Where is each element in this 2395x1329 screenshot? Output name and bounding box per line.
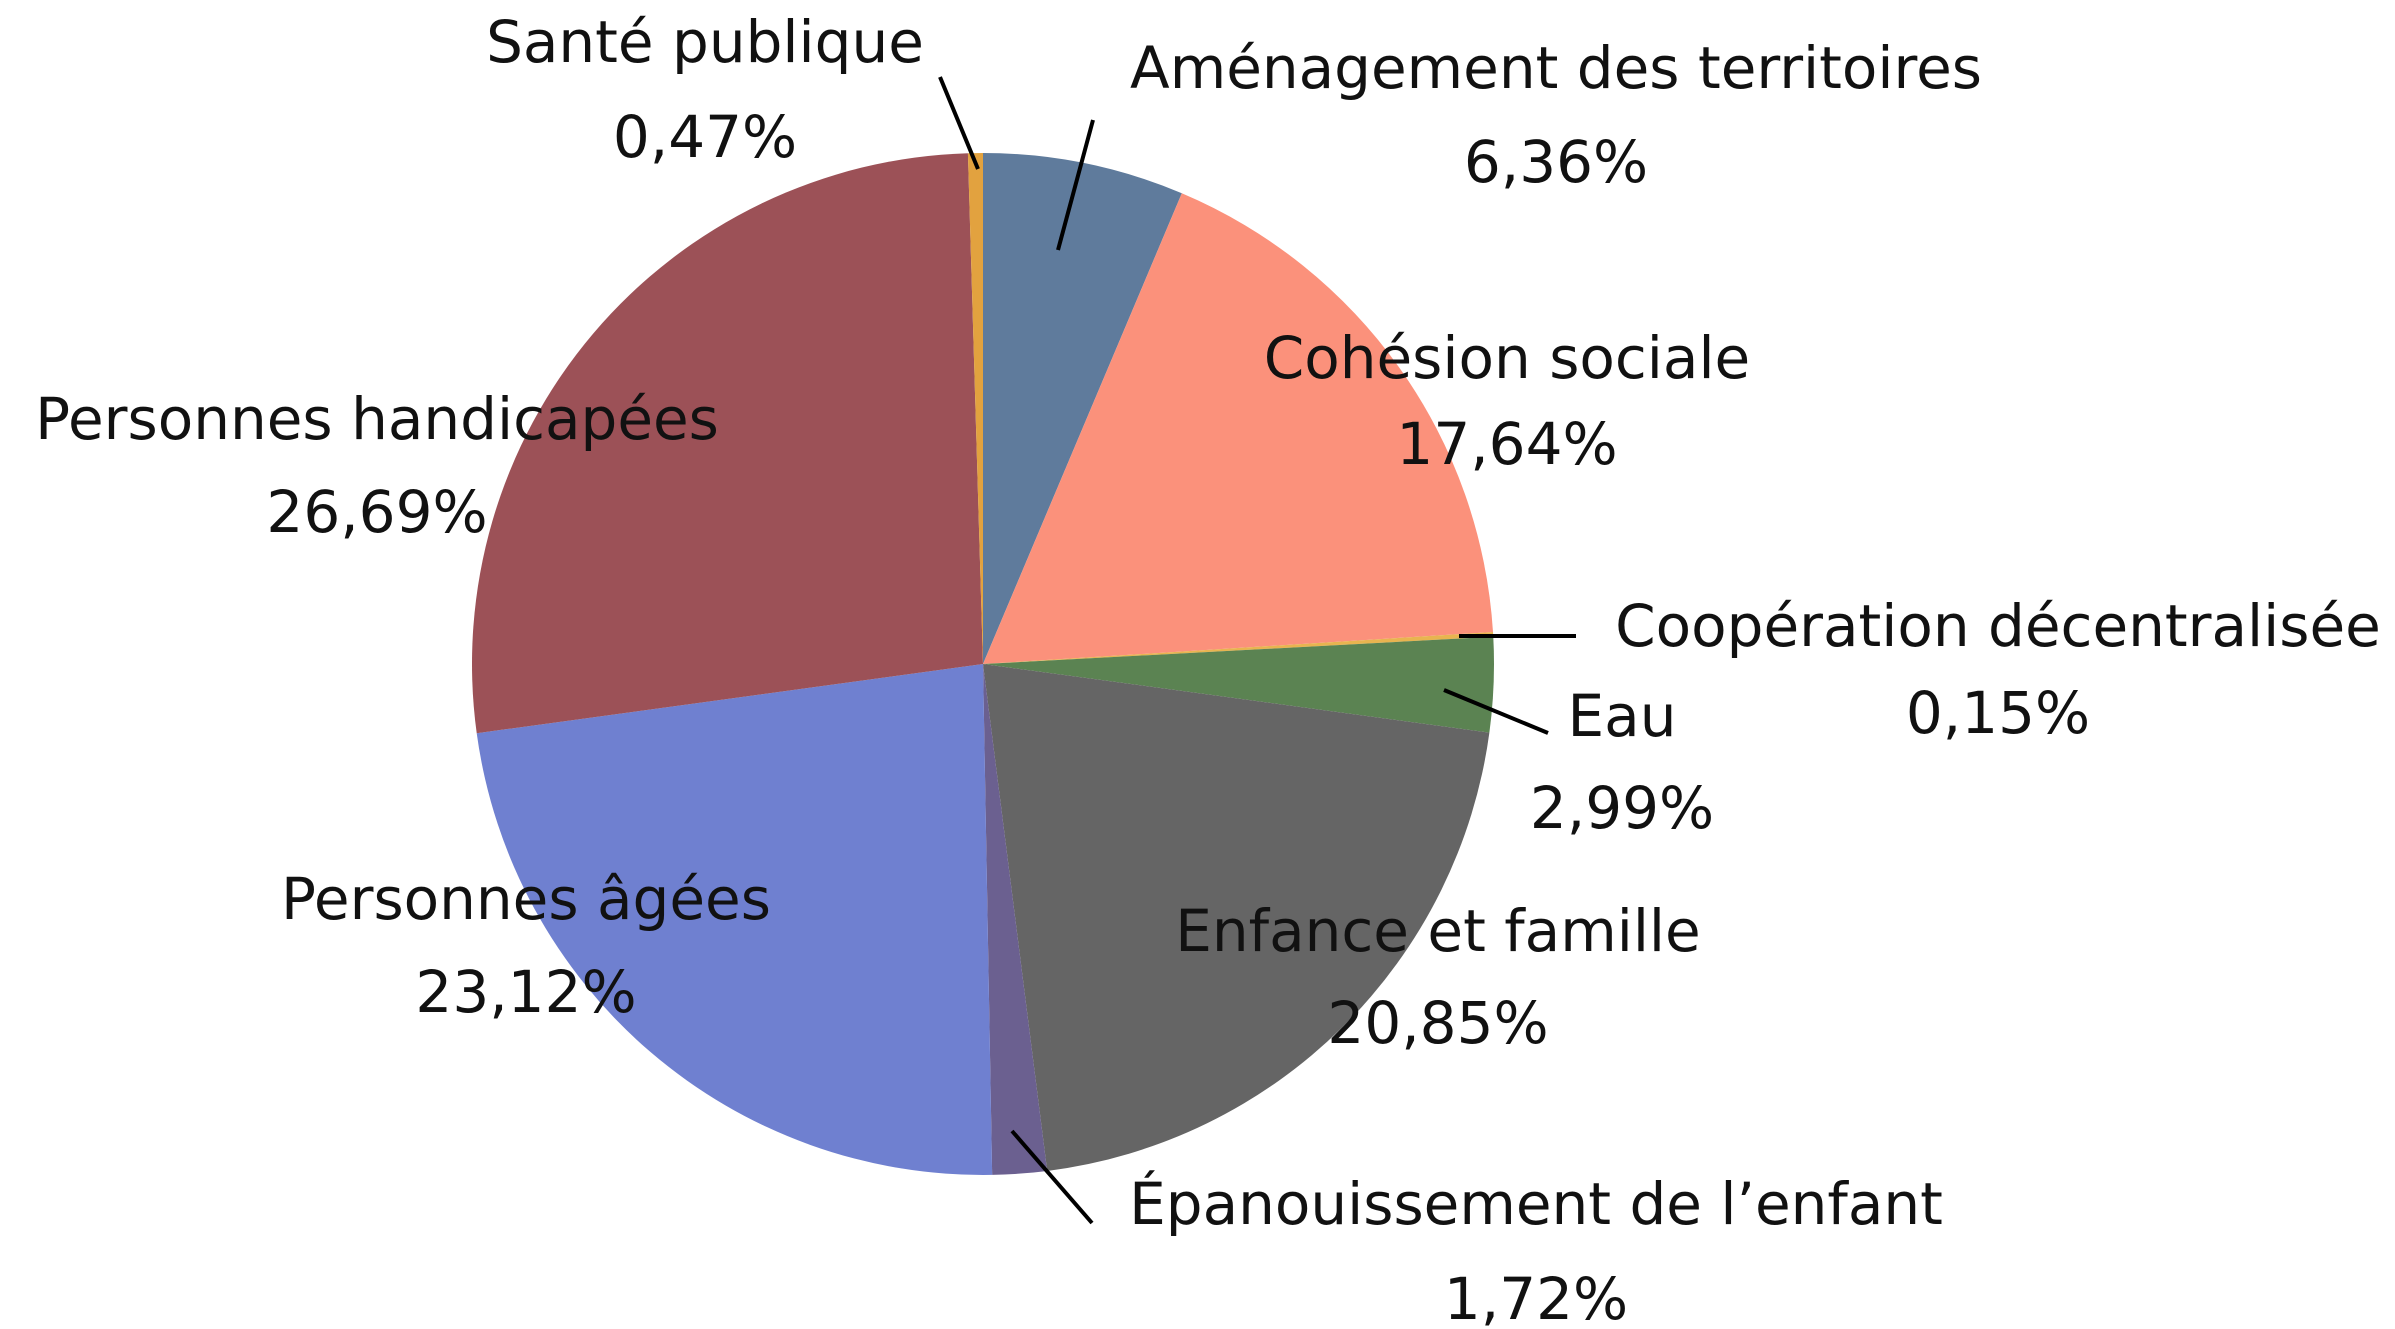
value-label: 6,36% [1464,128,1648,196]
leader-line [1056,119,1095,251]
leader-line [1443,688,1549,735]
value-label: 20,85% [1327,989,1548,1057]
leader-line [938,76,980,170]
slice-label: Santé publique [486,8,924,76]
value-label: 0,47% [613,103,797,171]
value-label: 2,99% [1530,774,1714,842]
pie-slice [983,664,1048,1175]
pie-slice [983,631,1494,664]
pie-slice [983,636,1494,733]
slice-label: Cohésion sociale [1264,324,1751,392]
value-label: 0,15% [1906,679,2090,747]
slice-label: Coopération décentralisée [1615,592,2381,660]
value-label: 17,64% [1396,410,1617,478]
pie-slice [983,153,1182,664]
pie-slice [472,153,983,734]
pie-slice [476,664,993,1175]
value-label: 1,72% [1444,1265,1628,1329]
pie-slice [967,153,983,664]
pie [472,153,1494,1175]
labels: Aménagement des territoires 6,36% Cohésion… [35,8,2381,1329]
leader-line [1010,1129,1094,1225]
value-label: 26,69% [266,478,487,546]
slice-label: Enfance et famille [1175,897,1700,965]
pie-slice [983,193,1493,665]
slice-label: Personnes âgées [281,865,771,933]
value-label: 23,12% [415,958,636,1026]
slice-label: Personnes handicapées [35,385,719,453]
slice-label: Épanouissement de l’enfant [1129,1169,1943,1238]
slice-label: Aménagement des territoires [1130,34,1982,102]
pie-slice [983,664,1490,1171]
slice-label: Eau [1568,682,1677,750]
leader-lines [938,76,1576,1225]
